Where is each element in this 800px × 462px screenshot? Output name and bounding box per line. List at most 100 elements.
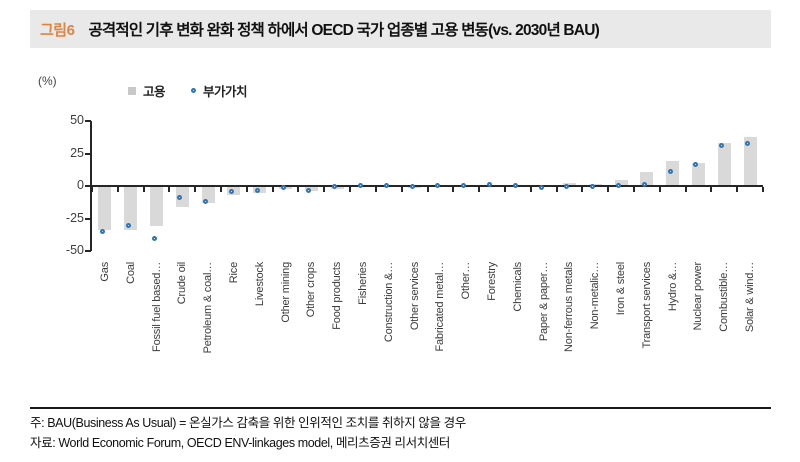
x-category-label: Iron & steel — [615, 262, 628, 316]
x-category-label: Petroleum & coal… — [202, 262, 215, 354]
x-category-label: Forestry — [486, 262, 499, 301]
legend-label-employment: 고용 — [143, 85, 166, 99]
legend-item-value-added: 부가가치 — [191, 81, 248, 100]
x-axis-line-overlay — [90, 185, 763, 187]
value-added-marker — [461, 182, 467, 188]
x-category-label: Livestock — [253, 262, 266, 307]
employment-bar — [227, 186, 241, 196]
value-added-marker — [512, 182, 518, 188]
x-category-label: Chemicals — [511, 262, 524, 312]
employment-bar — [279, 186, 293, 190]
y-tick-label: 0 — [77, 178, 84, 192]
x-axis-tick — [478, 187, 481, 192]
x-axis-tick — [632, 187, 635, 192]
value-added-marker — [177, 195, 183, 201]
value-added-marker — [667, 169, 673, 175]
chart-legend: 고용 부가가치 — [128, 81, 248, 100]
x-category-label: Nuclear power — [692, 262, 705, 331]
value-added-marker — [203, 199, 209, 205]
value-added-marker — [538, 184, 544, 190]
value-added-marker — [306, 187, 312, 193]
x-category-label: Fossil fuel based… — [150, 262, 163, 352]
x-axis-tick — [271, 187, 274, 192]
x-axis-tick — [116, 187, 119, 192]
value-added-marker — [641, 181, 647, 187]
value-added-marker — [228, 188, 234, 194]
y-tick-label: -25 — [65, 210, 84, 225]
y-axis-tick — [85, 120, 91, 122]
value-added-marker — [590, 183, 596, 189]
y-axis-unit-label: (%) — [38, 74, 57, 88]
employment-bar — [201, 186, 215, 203]
x-axis-tick — [142, 187, 145, 192]
value-added-marker — [409, 183, 415, 189]
x-category-label: Paper & paper… — [537, 262, 550, 342]
x-category-label: Non-metalic… — [589, 262, 602, 330]
value-added-marker — [745, 140, 751, 146]
x-category-label: Hydro &… — [666, 262, 679, 312]
x-axis-tick — [194, 187, 197, 192]
x-category-label: Solar & wind… — [744, 262, 757, 333]
employment-bar — [562, 183, 576, 186]
employment-bar — [253, 186, 267, 193]
x-axis-tick — [349, 187, 352, 192]
value-added-marker — [616, 182, 622, 188]
value-added-marker — [332, 183, 338, 189]
employment-bar — [304, 186, 318, 192]
employment-bar — [330, 186, 344, 189]
x-axis-tick — [452, 187, 455, 192]
footer-divider — [30, 407, 771, 409]
x-category-label: Non-ferrous metals — [563, 262, 576, 352]
x-category-label: Fisheries — [356, 262, 369, 305]
y-axis-tick — [85, 152, 91, 155]
x-axis-tick — [658, 187, 661, 192]
value-added-marker — [254, 187, 260, 193]
footer-note: 주: BAU(Business As Usual) = 온실가스 감축을 위한 … — [30, 416, 466, 430]
figure-title: 공격적인 기후 변화 완화 정책 하에서 OECD 국가 업종별 고용 변동(v… — [88, 22, 599, 39]
footer-source: 자료: World Economic Forum, OECD ENV-linka… — [30, 436, 451, 450]
value-added-marker — [357, 182, 363, 188]
x-axis-tick — [323, 187, 326, 192]
x-category-label: Construction &… — [382, 262, 395, 343]
x-axis-tick — [91, 187, 93, 192]
y-tick-label: 25 — [70, 145, 84, 160]
value-added-marker — [487, 182, 493, 188]
y-axis-tick — [85, 217, 91, 220]
x-axis-tick — [684, 187, 687, 192]
y-tick-label: -50 — [65, 243, 84, 257]
x-category-label: Combustible… — [718, 262, 731, 332]
x-category-label: Fabricated metal… — [434, 262, 447, 352]
x-axis-tick — [297, 187, 300, 192]
x-axis-tick — [555, 187, 558, 192]
x-axis-tick — [220, 187, 223, 192]
y-tick-label: 50 — [70, 113, 84, 127]
value-added-marker — [564, 183, 570, 189]
y-axis-tick — [85, 185, 91, 187]
x-axis-tick — [426, 187, 429, 192]
value-added-marker — [280, 184, 286, 190]
x-axis-tick — [581, 187, 584, 192]
x-axis-tick — [529, 187, 532, 192]
legend-label-value-added: 부가가치 — [203, 85, 248, 99]
employment-bar — [666, 161, 680, 186]
value-added-circle-swatch-icon — [191, 88, 197, 93]
figure-tag: 그림6 — [40, 21, 75, 39]
x-category-label: Other… — [460, 262, 473, 300]
value-added-marker — [151, 235, 157, 241]
employment-bar — [691, 162, 705, 186]
value-added-marker — [693, 161, 699, 167]
x-axis-tick — [374, 187, 377, 192]
value-added-marker — [125, 222, 131, 228]
employment-bar — [98, 186, 112, 231]
value-added-marker — [719, 143, 725, 149]
x-category-label: Other services — [408, 262, 421, 331]
x-category-label: Coal — [124, 262, 137, 284]
x-category-label: Other crops — [305, 262, 318, 318]
x-category-label: Food products — [331, 262, 344, 330]
x-category-label: Crude oil — [176, 262, 189, 305]
legend-item-employment: 고용 — [128, 81, 166, 100]
employment-bar — [175, 186, 189, 207]
employment-bar — [717, 143, 731, 186]
employment-bar — [743, 136, 757, 186]
